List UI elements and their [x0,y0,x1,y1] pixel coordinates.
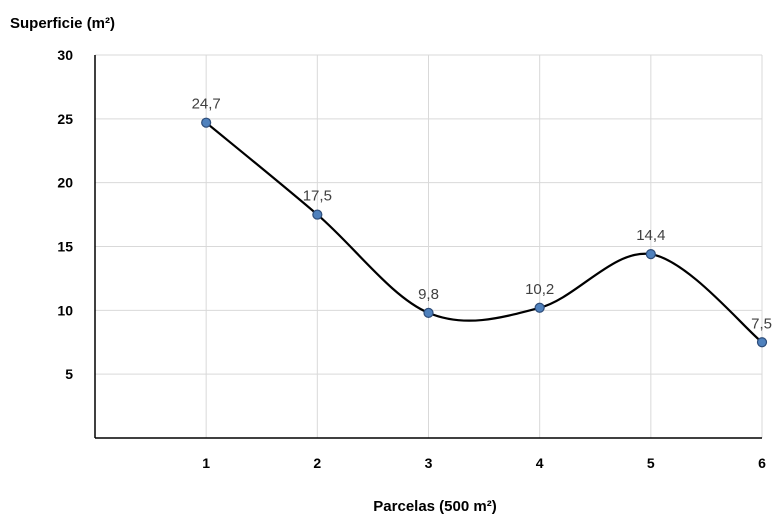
data-label: 24,7 [192,96,221,113]
data-point [201,117,212,128]
data-point [534,302,545,313]
y-tick-labels: 5 10 15 20 25 30 [57,47,73,382]
axes [94,55,762,439]
y-tick-label: 25 [57,111,73,127]
x-tick-label: 5 [647,455,655,471]
grid-lines [95,54,763,438]
x-tick-label: 1 [202,455,210,471]
series-line [205,121,763,344]
data-point [423,307,434,318]
data-point [645,249,656,260]
y-tick-label: 20 [57,175,73,191]
data-points [201,117,768,348]
x-tick-label: 2 [313,455,321,471]
data-point [756,337,768,348]
data-label: 9,8 [418,286,439,303]
data-label: 17,5 [303,188,332,205]
data-labels: 24,7 17,5 9,8 10,2 14,4 7,5 [192,96,772,333]
x-axis-title: Parcelas (500 m²) [373,498,496,515]
data-label: 10,2 [525,281,554,298]
data-label: 14,4 [636,227,665,244]
data-label: 7,5 [751,315,772,332]
x-tick-labels: 1 2 3 4 5 6 [202,455,766,471]
y-tick-label: 5 [65,366,73,382]
data-point [312,209,323,220]
x-tick-label: 6 [758,455,766,471]
y-tick-label: 10 [57,302,73,318]
y-axis-title: Superficie (m²) [10,15,115,32]
x-tick-label: 4 [536,455,544,471]
y-tick-label: 15 [57,239,73,255]
y-tick-label: 30 [57,47,73,63]
x-tick-label: 3 [425,455,433,471]
